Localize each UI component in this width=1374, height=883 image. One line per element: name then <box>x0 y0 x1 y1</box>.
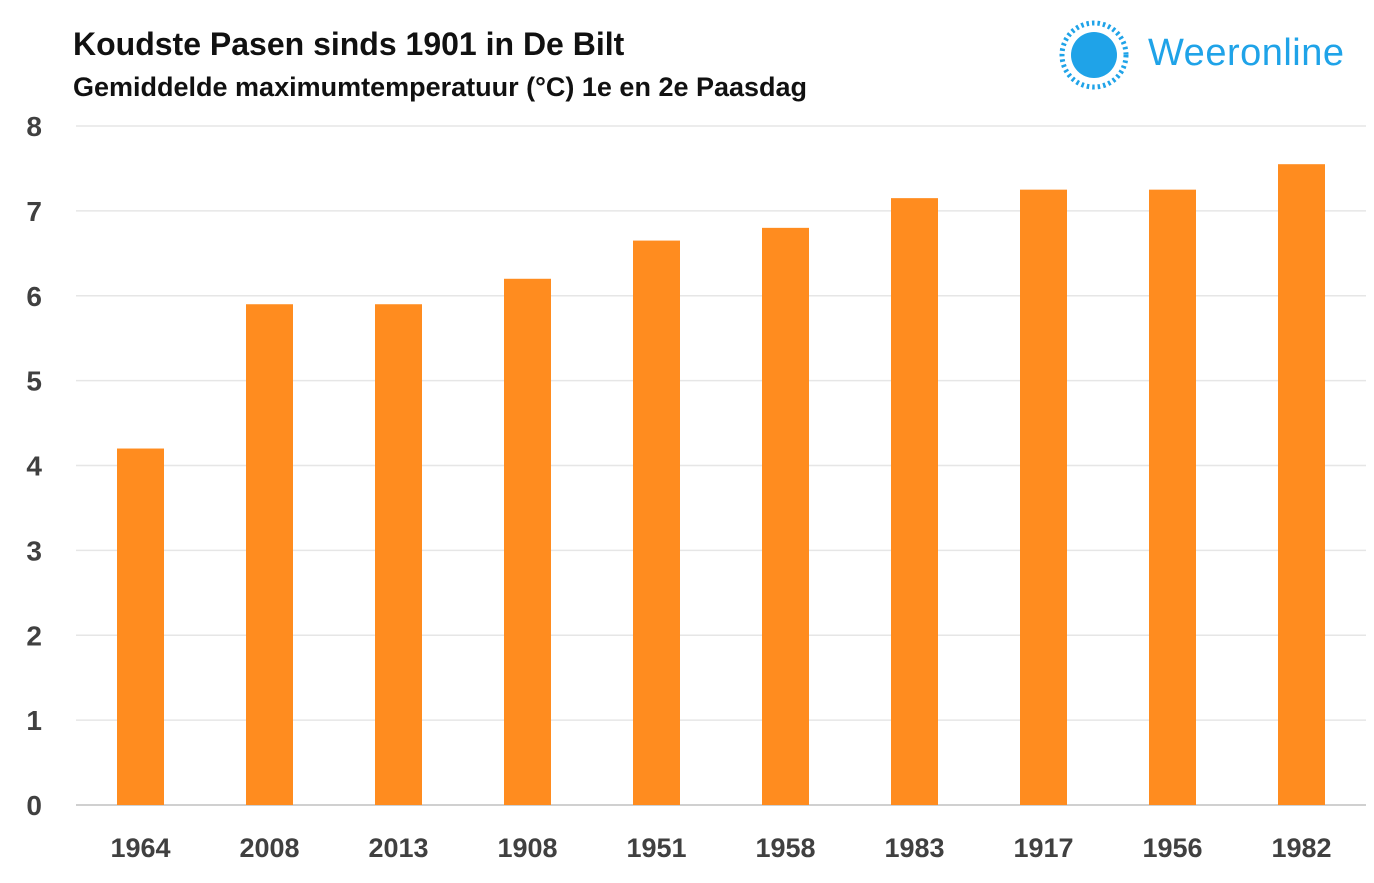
y-tick-label: 5 <box>26 366 42 397</box>
bars <box>117 164 1325 806</box>
x-tick-label: 1956 <box>1142 833 1202 863</box>
x-tick-label: 1958 <box>755 833 815 863</box>
chart-title: Koudste Pasen sinds 1901 in De Bilt <box>73 26 625 62</box>
y-tick-label: 8 <box>26 111 42 142</box>
x-tick-label: 1951 <box>626 833 686 863</box>
bar-2008 <box>246 304 293 805</box>
x-tick-label: 1917 <box>1013 833 1073 863</box>
bar-1956 <box>1149 189 1196 805</box>
y-tick-label: 6 <box>26 281 42 312</box>
sun-icon <box>1059 20 1129 90</box>
x-tick-label: 1983 <box>884 833 944 863</box>
bar-1951 <box>633 240 680 806</box>
x-axis-ticks: 1964 2008 2013 1908 1951 1958 1983 1917 1956 1982 <box>110 833 1331 863</box>
y-tick-label: 1 <box>26 705 42 736</box>
y-tick-label: 0 <box>26 790 42 821</box>
x-tick-label: 2008 <box>239 833 299 863</box>
bar-1958 <box>762 227 809 806</box>
bar-1982 <box>1278 164 1325 806</box>
y-tick-label: 2 <box>26 620 42 651</box>
y-tick-label: 4 <box>26 451 42 482</box>
x-tick-label: 1908 <box>497 833 557 863</box>
bar-2013 <box>375 304 422 805</box>
bar-1908 <box>504 278 551 805</box>
bar-1983 <box>891 198 938 806</box>
y-tick-label: 3 <box>26 535 42 566</box>
weeronline-logo: Weeronline <box>1056 18 1366 90</box>
y-axis-ticks: 0 1 2 3 4 5 6 7 8 <box>26 111 42 821</box>
logo-text: Weeronline <box>1148 32 1345 74</box>
bar-1917 <box>1020 189 1067 805</box>
chart-subtitle: Gemiddelde maximumtemperatuur (°C) 1e en… <box>73 72 808 102</box>
x-tick-label: 1982 <box>1271 833 1331 863</box>
y-tick-label: 7 <box>26 196 42 227</box>
x-tick-label: 1964 <box>110 833 170 863</box>
bar-1964 <box>117 448 164 805</box>
x-tick-label: 2013 <box>368 833 428 863</box>
